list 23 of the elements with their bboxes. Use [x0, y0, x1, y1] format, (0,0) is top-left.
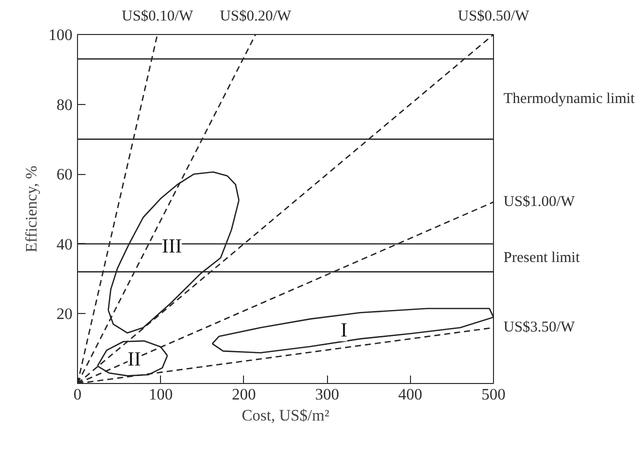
x-tick-label: 300 [315, 386, 340, 404]
x-tick-label: 0 [74, 386, 82, 404]
text: Thermodynamic limit [504, 91, 636, 108]
x-axis-title: Cost, US$/m² [242, 408, 330, 424]
x-tick-label: 100 [148, 386, 173, 404]
annotation: I [340, 319, 348, 342]
series-label: US$3.50/W [504, 320, 576, 336]
y-tick-label: 40 [56, 236, 72, 254]
annotation: II [128, 348, 141, 371]
y-tick-label: 80 [56, 96, 72, 114]
y-tick-label: 20 [56, 306, 72, 324]
annotation: III [162, 236, 182, 258]
y-tick-label: 100 [48, 27, 72, 44]
series-label: US$0.10/W [122, 8, 194, 24]
text: Present limit [504, 250, 581, 266]
y-tick-label: 60 [56, 166, 72, 184]
x-tick-label: 400 [398, 386, 422, 404]
series-label: US$0.50/W [458, 8, 530, 24]
y-axis-title: Efficiency, % [24, 166, 40, 252]
series-label: US$0.20/W [220, 8, 292, 24]
series-label: US$1.00/W [504, 194, 576, 210]
x-tick-label: 500 [482, 386, 506, 404]
x-tick-label: 200 [232, 386, 256, 404]
